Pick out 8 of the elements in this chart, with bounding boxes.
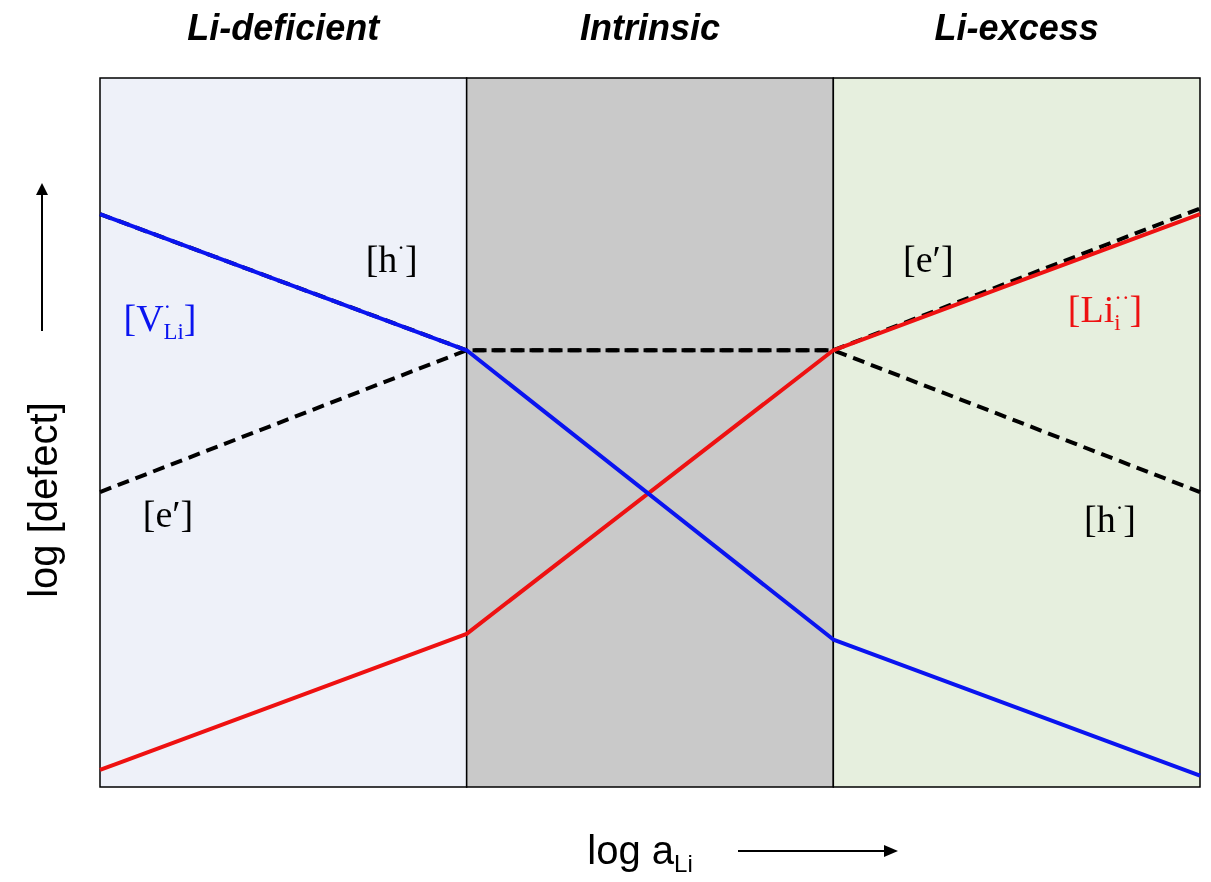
text: Li-excess	[934, 6, 1099, 48]
text: Li-deficient	[187, 6, 382, 48]
text: Intrinsic	[579, 6, 721, 48]
y-axis-title: log [defect]	[21, 402, 66, 598]
series-label: [h·]	[1084, 494, 1136, 541]
text: [e′]	[903, 238, 954, 281]
text: [h·]	[365, 234, 418, 281]
series-label: [e′]	[142, 493, 194, 536]
